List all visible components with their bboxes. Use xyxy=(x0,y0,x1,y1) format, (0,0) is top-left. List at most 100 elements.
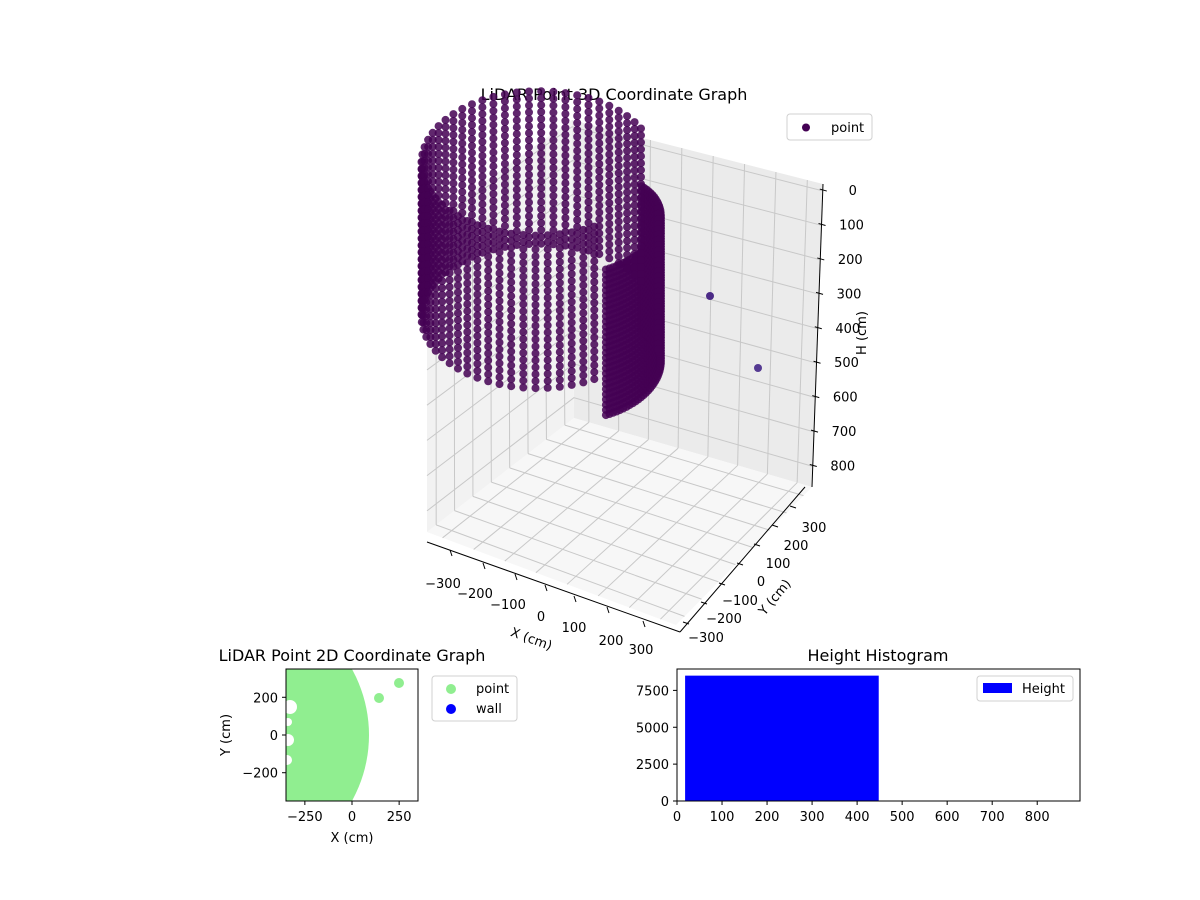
point xyxy=(434,212,443,221)
x-tick-label: 100 xyxy=(562,621,587,636)
plot-2d-ticks: −250 0 250 −200 0 200 xyxy=(242,691,411,825)
point xyxy=(614,196,623,205)
point xyxy=(489,190,498,198)
point xyxy=(595,187,604,196)
point xyxy=(519,328,528,337)
point xyxy=(573,98,582,107)
point xyxy=(484,294,493,303)
point xyxy=(637,152,645,161)
point xyxy=(434,177,443,186)
point xyxy=(463,293,472,302)
point xyxy=(579,343,588,352)
point xyxy=(512,227,521,236)
tick-mark xyxy=(813,360,821,364)
y-tick-label: 100 xyxy=(766,557,791,572)
point xyxy=(468,211,476,220)
point xyxy=(519,376,528,385)
point xyxy=(500,173,509,182)
point xyxy=(500,125,509,133)
point xyxy=(595,160,604,168)
point xyxy=(445,310,454,319)
point xyxy=(630,201,639,210)
point xyxy=(543,293,552,302)
point xyxy=(605,219,614,228)
point xyxy=(561,96,570,104)
point xyxy=(478,172,487,181)
point xyxy=(623,160,632,169)
point xyxy=(525,87,533,96)
grid-line xyxy=(436,524,685,617)
point xyxy=(478,144,487,153)
plot-2d-xlabel: X (cm) xyxy=(331,831,374,846)
point xyxy=(573,132,582,141)
point xyxy=(441,268,450,277)
point xyxy=(438,290,447,299)
point xyxy=(468,231,476,240)
point xyxy=(637,180,645,188)
point xyxy=(519,341,528,350)
tick-mark xyxy=(606,606,610,614)
point xyxy=(428,225,437,234)
point xyxy=(434,205,443,214)
point xyxy=(454,364,462,373)
point xyxy=(590,264,599,273)
point xyxy=(549,198,558,207)
point xyxy=(561,165,570,174)
point xyxy=(614,162,623,171)
point xyxy=(431,326,440,334)
point xyxy=(584,149,593,158)
point xyxy=(543,314,552,323)
legend-2d: point wall xyxy=(431,675,518,722)
point xyxy=(637,235,645,244)
point xyxy=(623,119,632,128)
point xyxy=(543,328,552,337)
y-tick-label: −200 xyxy=(242,767,278,782)
point xyxy=(525,94,533,103)
point xyxy=(525,170,533,179)
point xyxy=(484,370,493,379)
point xyxy=(428,163,437,172)
point xyxy=(424,288,433,297)
point xyxy=(434,184,443,193)
plot-2d: LiDAR Point 2D Coordinate Graph −250 0 250… xyxy=(219,646,518,846)
point xyxy=(561,103,570,111)
point xyxy=(637,221,645,230)
point xyxy=(605,101,614,110)
point xyxy=(555,264,564,273)
point xyxy=(454,329,462,338)
point xyxy=(555,355,564,363)
point xyxy=(537,191,546,200)
z-axis-label: H (cm) xyxy=(855,311,870,355)
point xyxy=(500,118,509,127)
point xyxy=(525,163,533,172)
point xyxy=(519,369,528,378)
point xyxy=(449,165,458,174)
point xyxy=(445,345,454,354)
point xyxy=(428,205,437,213)
x-tick-label: 100 xyxy=(710,810,735,825)
point xyxy=(531,287,540,295)
point xyxy=(549,184,558,193)
point xyxy=(428,218,437,227)
point xyxy=(500,90,509,99)
point xyxy=(445,303,454,312)
point xyxy=(454,288,462,297)
point xyxy=(484,328,493,337)
point xyxy=(449,214,458,223)
point xyxy=(573,181,582,190)
point xyxy=(573,209,582,217)
point xyxy=(623,250,632,259)
point xyxy=(555,306,564,315)
point xyxy=(531,377,540,386)
point xyxy=(428,142,437,151)
point xyxy=(489,217,498,226)
point xyxy=(441,206,450,214)
point xyxy=(549,226,558,235)
point xyxy=(549,108,558,117)
point xyxy=(531,370,540,379)
point xyxy=(590,361,599,370)
point xyxy=(512,185,521,194)
point xyxy=(549,233,558,242)
point xyxy=(512,123,521,132)
point xyxy=(417,318,426,327)
